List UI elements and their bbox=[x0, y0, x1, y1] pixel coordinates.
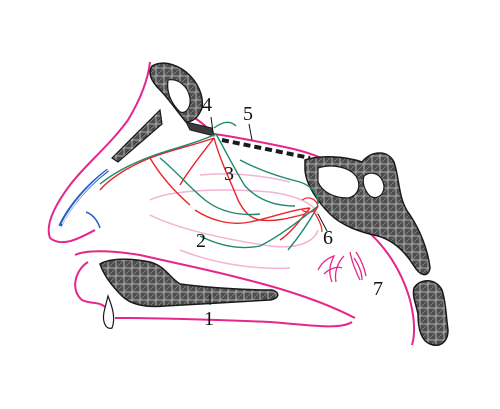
label-7: 7 bbox=[373, 278, 383, 300]
mucosa-outline bbox=[47, 61, 416, 346]
label-6: 6 bbox=[323, 227, 333, 249]
label-4: 4 bbox=[202, 94, 212, 116]
pharyngeal-tufts bbox=[317, 251, 367, 283]
sphenoid-sinus-2 bbox=[362, 172, 385, 199]
cribriform-plate-dashed bbox=[221, 138, 311, 160]
label-2: 2 bbox=[196, 230, 206, 252]
palate-tooth bbox=[102, 294, 115, 329]
label-3: 3 bbox=[224, 163, 234, 185]
vertebra-bone bbox=[412, 280, 449, 346]
nasal-bone-strip bbox=[111, 108, 163, 163]
blue-vessel-inner bbox=[61, 169, 109, 225]
sphenoid-sinus bbox=[317, 165, 360, 199]
veins-nerves bbox=[99, 121, 319, 251]
blue-vessel-branch bbox=[85, 211, 101, 229]
blue-vessel bbox=[58, 168, 110, 227]
hard-palate bbox=[99, 258, 279, 308]
label-1: 1 bbox=[204, 308, 214, 330]
frontal-sinus-outline bbox=[167, 79, 191, 113]
label-leaders bbox=[209, 116, 328, 305]
turbinate-mucosa bbox=[149, 173, 319, 270]
label-5: 5 bbox=[243, 103, 253, 125]
ganglion-plexus bbox=[301, 197, 323, 233]
arteries bbox=[99, 137, 311, 241]
cribriform-plate-left bbox=[185, 121, 215, 137]
